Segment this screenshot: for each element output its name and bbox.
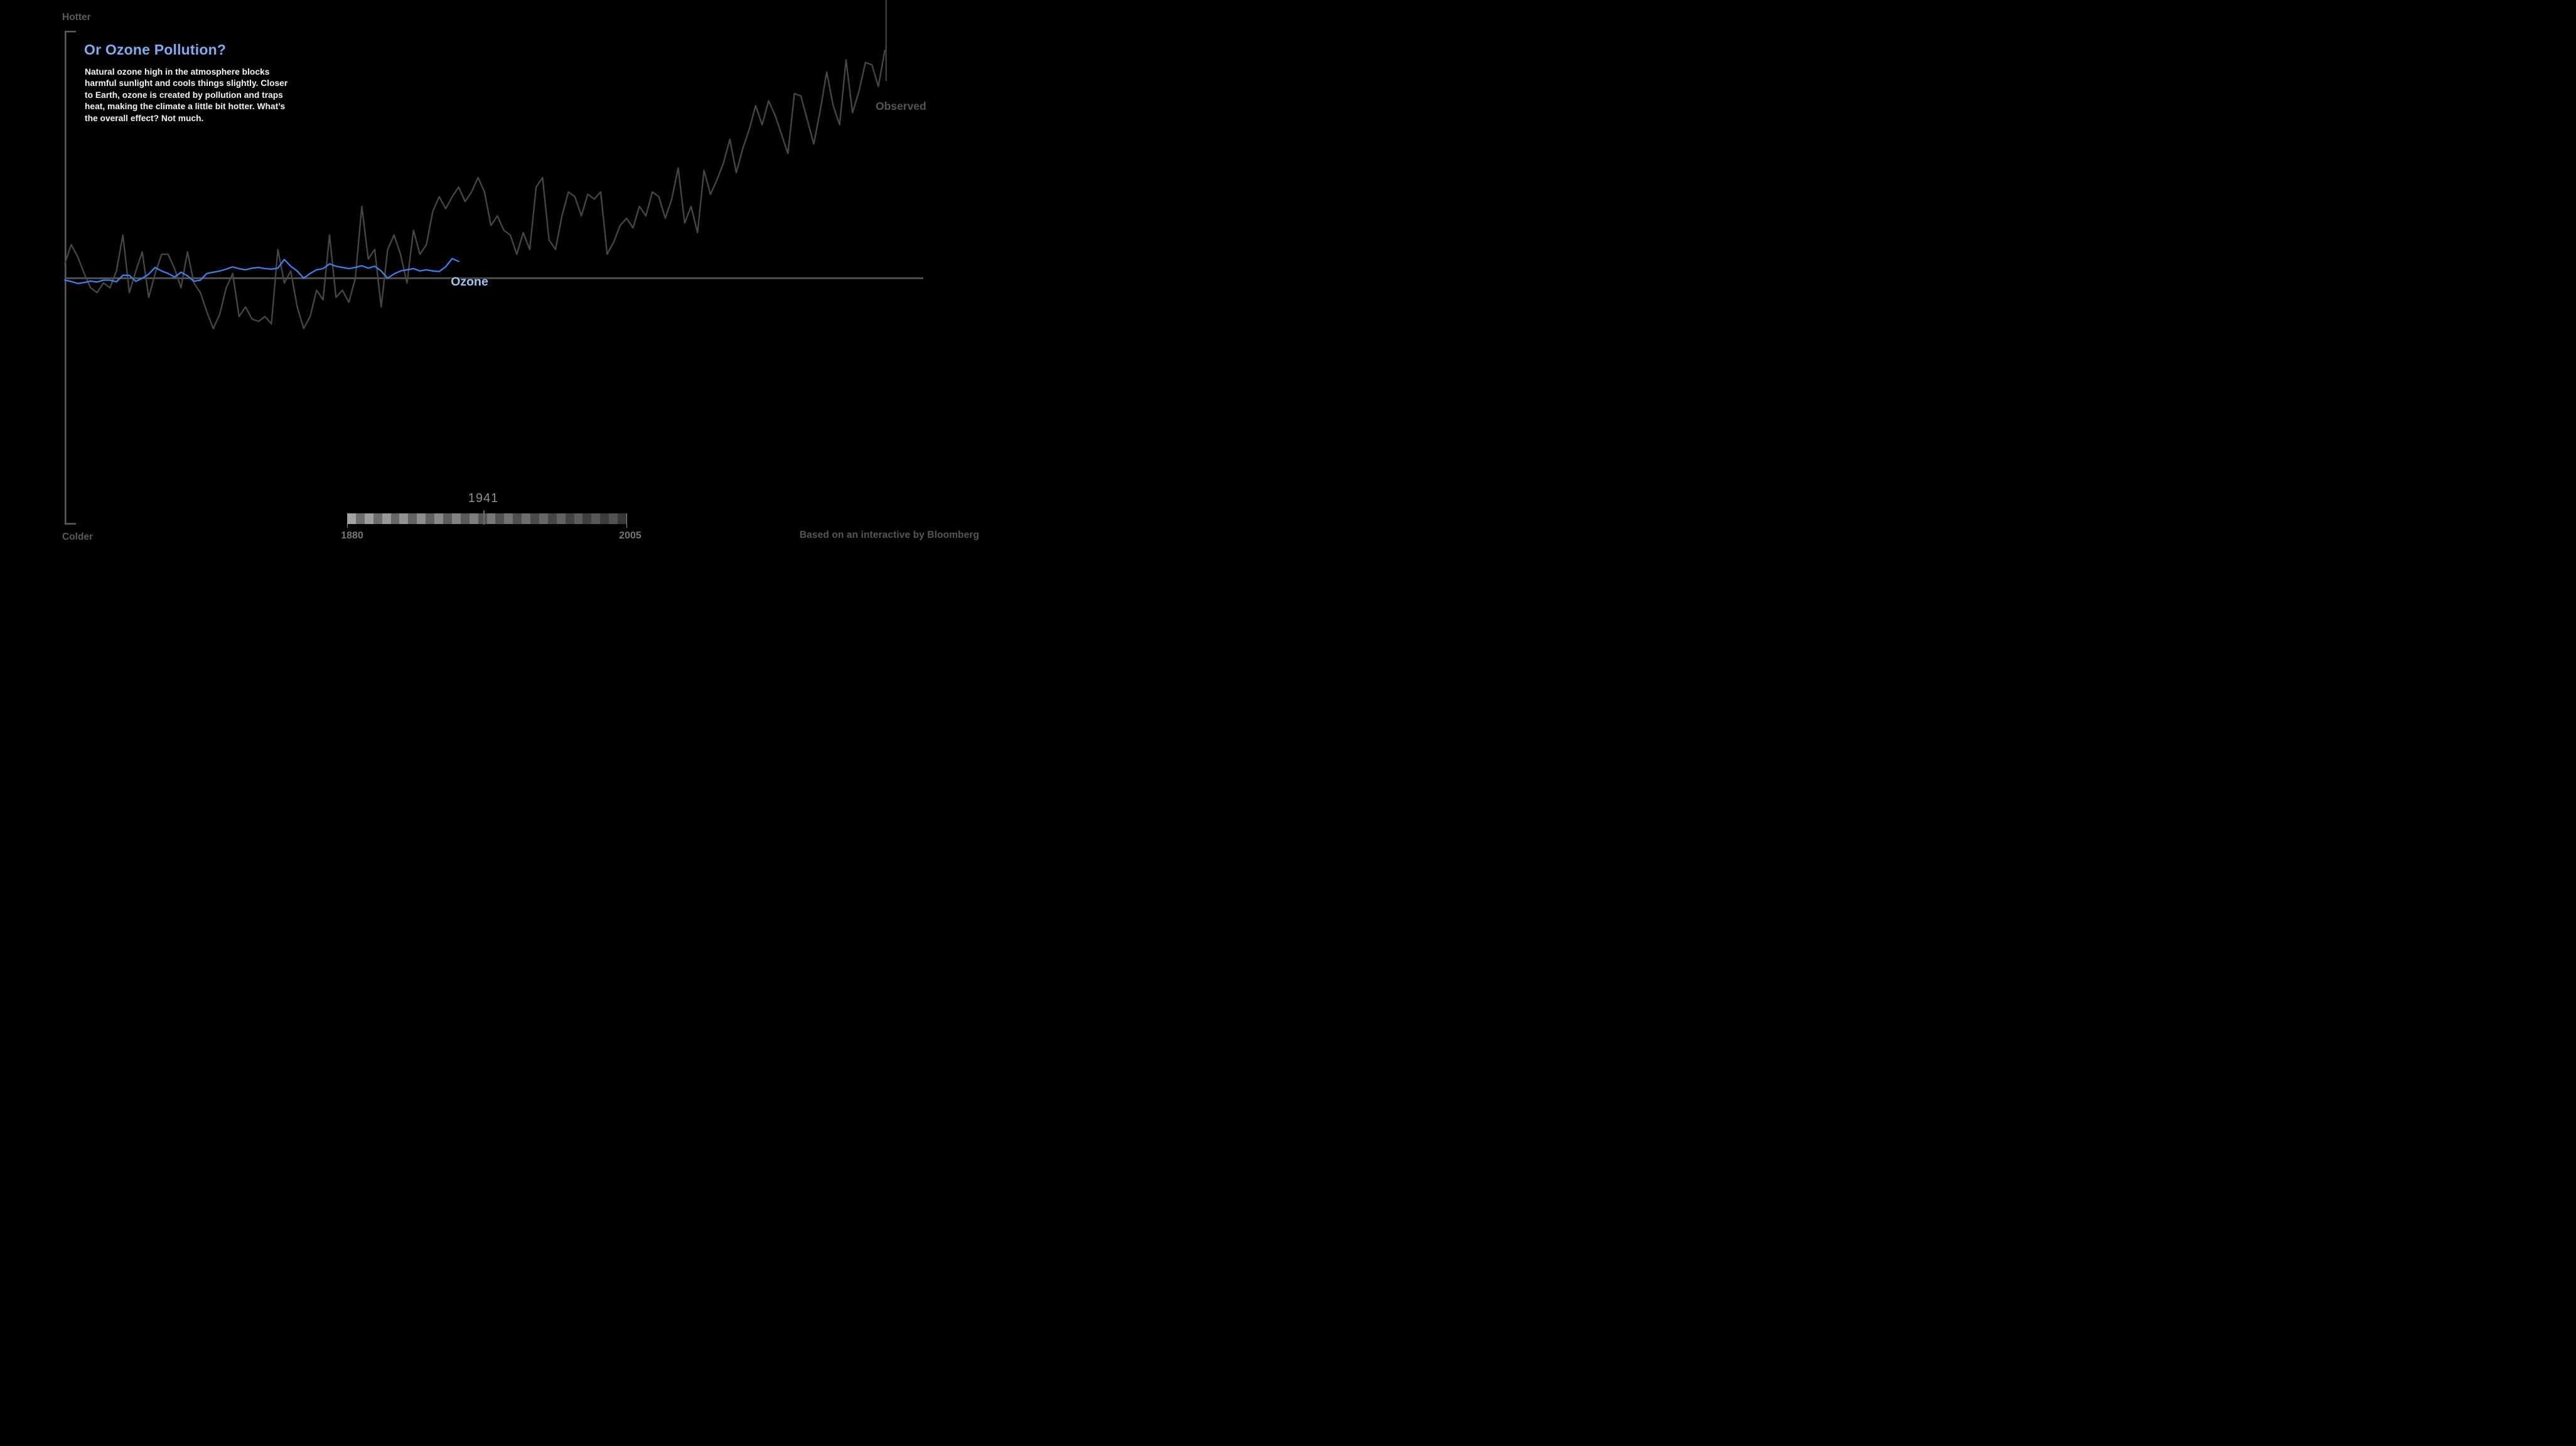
timeline-stripe[interactable] [486, 513, 496, 524]
timeline-end-year-label: 2005 [619, 530, 641, 541]
timeline-stripe[interactable] [417, 513, 426, 524]
timeline-stripe[interactable] [399, 513, 409, 524]
annotation-body-text: Natural ozone high in the atmosphere blo… [85, 67, 288, 123]
timeline-stripe[interactable] [618, 513, 626, 524]
timeline-stripe[interactable] [530, 513, 539, 524]
timeline-stripe[interactable] [600, 513, 609, 524]
timeline-start-year-label: 1880 [341, 530, 363, 541]
timeline-stripe[interactable] [522, 513, 531, 524]
timeline-stripe[interactable] [539, 513, 548, 524]
timeline-stripe[interactable] [364, 513, 373, 524]
timeline-stripe[interactable] [347, 513, 356, 524]
timeline-scrubber-handle[interactable] [483, 510, 485, 525]
observed-series-line [64, 50, 886, 329]
axis-label-hotter: Hotter [62, 12, 91, 23]
chart-canvas [64, 0, 923, 525]
credit-text: Based on an interactive by Bloomberg [799, 530, 979, 540]
timeline-stripe[interactable] [408, 513, 417, 524]
timeline-start-tick [346, 513, 348, 528]
timeline-end-tick [626, 513, 627, 528]
timeline-stripe[interactable] [556, 513, 566, 524]
timeline-current-year: 1941 [468, 491, 499, 505]
timeline-stripe[interactable] [426, 513, 435, 524]
ozone-series-line [64, 257, 459, 284]
timeline-stripe[interactable] [478, 513, 487, 524]
timeline-stripe[interactable] [591, 513, 601, 524]
timeline-stripe[interactable] [382, 513, 391, 524]
timeline-scrubber-bar[interactable] [347, 513, 626, 524]
timeline-stripe[interactable] [513, 513, 522, 524]
timeline-stripe[interactable] [355, 513, 365, 524]
observed-series-label: Observed [876, 100, 926, 112]
timeline-stripe[interactable] [495, 513, 505, 524]
axis-label-colder: Colder [62, 532, 94, 542]
timeline-stripe[interactable] [609, 513, 618, 524]
timeline-stripe[interactable] [443, 513, 452, 524]
annotation-title: Or Ozone Pollution? [84, 41, 227, 58]
timeline-stripe[interactable] [460, 513, 470, 524]
timeline-stripe[interactable] [469, 513, 478, 524]
timeline-stripe[interactable] [565, 513, 574, 524]
timeline-stripe[interactable] [373, 513, 382, 524]
timeline-stripe[interactable] [574, 513, 583, 524]
timeline-stripe[interactable] [451, 513, 461, 524]
timeline-stripe[interactable] [504, 513, 513, 524]
timeline-stripe[interactable] [547, 513, 557, 524]
timeline-stripe[interactable] [434, 513, 443, 524]
timeline-stripe[interactable] [582, 513, 592, 524]
climate-interactive-stage: Hotter Colder Or Ozone Pollution? Natura… [0, 0, 984, 552]
ozone-series-label: Ozone [451, 275, 488, 289]
timeline-stripe[interactable] [390, 513, 400, 524]
